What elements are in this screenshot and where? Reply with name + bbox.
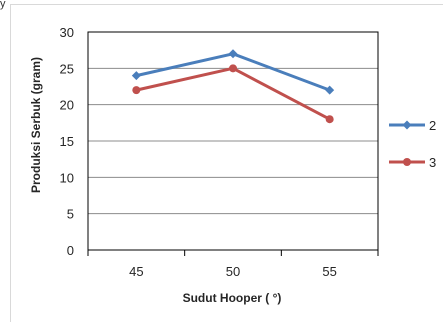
x-tick-label: 55 xyxy=(322,264,336,279)
data-point xyxy=(229,64,237,73)
x-axis-ticks: 45 50 55 xyxy=(129,264,337,279)
legend-item-2: 2 xyxy=(389,118,436,133)
data-point xyxy=(325,85,335,95)
y-axis-title: Produksi Serbuk (gram) xyxy=(29,57,43,193)
y-tick-label: 25 xyxy=(60,61,74,76)
x-axis xyxy=(87,249,379,256)
series-2 xyxy=(131,49,335,95)
legend: 23 xyxy=(389,118,436,170)
legend-label: 3 xyxy=(429,155,436,170)
x-tick-label: 45 xyxy=(129,264,143,279)
y-tick-label: 15 xyxy=(60,134,74,149)
legend-label: 2 xyxy=(429,118,436,133)
gridlines xyxy=(88,67,378,215)
data-point xyxy=(131,71,141,81)
corner-text-fragment: y xyxy=(0,0,6,10)
legend-swatch-marker xyxy=(403,158,411,166)
chart-frame xyxy=(10,4,443,322)
y-tick-label: 10 xyxy=(60,170,74,185)
series-line xyxy=(136,66,331,121)
data-point xyxy=(132,86,141,95)
series-layer xyxy=(131,49,335,124)
x-axis-title: Sudut Hooper ( °) xyxy=(183,291,282,305)
x-tick-label: 50 xyxy=(226,264,240,279)
y-tick-label: 0 xyxy=(67,243,74,258)
legend-swatch-marker xyxy=(402,120,412,130)
legend-item-3: 3 xyxy=(389,155,436,170)
y-tick-label: 30 xyxy=(60,25,74,40)
y-tick-label: 20 xyxy=(60,98,74,113)
data-point xyxy=(325,115,334,124)
series-3 xyxy=(132,64,334,124)
y-tick-label: 5 xyxy=(67,207,74,222)
data-point xyxy=(228,49,238,59)
y-axis-ticks: 0 5 10 15 20 25 30 xyxy=(60,25,74,258)
